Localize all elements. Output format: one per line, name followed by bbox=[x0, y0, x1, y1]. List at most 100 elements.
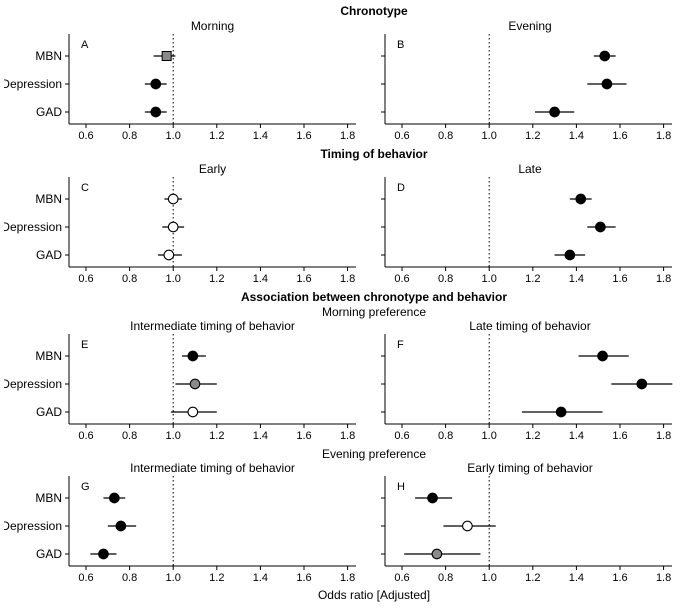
x-tick-label: 1.4 bbox=[253, 430, 268, 442]
x-tick-label: 0.8 bbox=[438, 572, 453, 584]
circle-marker bbox=[564, 249, 576, 261]
panel-titles: Morning Evening bbox=[4, 19, 694, 34]
x-tick-label: 1.6 bbox=[612, 430, 627, 442]
circle-marker bbox=[167, 221, 179, 233]
x-tick-label: 1.8 bbox=[656, 572, 671, 584]
circle-marker bbox=[636, 378, 648, 390]
circle-marker bbox=[187, 406, 199, 418]
circle-marker bbox=[601, 78, 613, 90]
circle-marker bbox=[150, 78, 162, 90]
panel-letter: D bbox=[397, 182, 405, 194]
x-tick-label: 0.8 bbox=[122, 130, 137, 142]
x-tick-label: 1.0 bbox=[166, 273, 181, 285]
x-tick-label: 1.4 bbox=[569, 273, 584, 285]
y-category-label: MBN bbox=[35, 349, 62, 363]
panels: 0.6 0.8 1.0 1.2 1.4 1.6 1.8 MBN Depression GAD E 0… bbox=[4, 334, 698, 442]
x-tick-label: 1.6 bbox=[296, 430, 311, 442]
group-title-timing: Timing of behavior bbox=[320, 147, 428, 161]
panel-h-plot: 0.6 0.8 1.0 1.2 1.4 1.6 1.8 H bbox=[381, 476, 672, 584]
panel-titles: Early Late bbox=[4, 162, 694, 177]
y-category-label: GAD bbox=[36, 248, 62, 262]
x-tick-label: 1.8 bbox=[656, 130, 671, 142]
circle-marker bbox=[187, 350, 199, 362]
x-tick-label: 1.4 bbox=[569, 130, 584, 142]
x-tick-label: 1.6 bbox=[612, 572, 627, 584]
circle-marker bbox=[98, 548, 109, 560]
square-marker bbox=[161, 51, 172, 61]
x-tick-label: 1.8 bbox=[656, 430, 671, 442]
panels: 0.6 0.8 1.0 1.2 1.4 1.6 1.8 MBN Depression GAD G 0… bbox=[4, 476, 698, 584]
panel-title-b: Evening bbox=[508, 19, 552, 33]
x-tick-label: 0.8 bbox=[122, 273, 137, 285]
panel-title-d: Late bbox=[518, 162, 542, 176]
x-axis-label: Odds ratio [Adjusted] bbox=[317, 588, 431, 602]
circle-marker bbox=[167, 193, 179, 205]
x-tick-label: 0.8 bbox=[122, 572, 137, 584]
circle-marker bbox=[549, 106, 560, 118]
x-tick-label: 1.2 bbox=[525, 273, 540, 285]
group-title-chronotype: Chronotype bbox=[340, 4, 408, 18]
panel-letter: C bbox=[81, 182, 89, 194]
panel-c-plot: 0.6 0.8 1.0 1.2 1.4 1.6 1.8 MBN Depression GAD C bbox=[4, 177, 356, 285]
x-tick-label: 1.0 bbox=[482, 273, 497, 285]
x-tick-label: 0.6 bbox=[78, 572, 93, 584]
panels: 0.6 0.8 1.0 1.2 1.4 1.6 1.8 MBN Depression GAD A 0… bbox=[4, 34, 698, 142]
x-tick-label: 1.0 bbox=[166, 130, 181, 142]
x-tick-label: 0.6 bbox=[394, 572, 409, 584]
x-tick-label: 1.4 bbox=[569, 572, 584, 584]
group-title-association: Association between chronotype and behav… bbox=[240, 290, 508, 304]
x-tick-label: 1.2 bbox=[525, 130, 540, 142]
x-tick-label: 1.0 bbox=[482, 130, 497, 142]
panel-e-plot: 0.6 0.8 1.0 1.2 1.4 1.6 1.8 MBN Depression GAD E bbox=[4, 334, 356, 442]
x-tick-label: 1.4 bbox=[253, 273, 268, 285]
panels: 0.6 0.8 1.0 1.2 1.4 1.6 1.8 MBN Depression GAD C 0… bbox=[4, 177, 698, 285]
x-tick-label: 1.2 bbox=[209, 430, 224, 442]
panel-letter: H bbox=[397, 481, 405, 493]
circle-marker bbox=[431, 548, 443, 560]
circle-marker bbox=[150, 106, 162, 118]
circle-marker bbox=[115, 520, 127, 532]
panel-letter: F bbox=[397, 339, 404, 351]
subtitle-evening-preference: Evening preference bbox=[321, 447, 427, 461]
x-tick-label: 1.0 bbox=[166, 430, 181, 442]
panel-a-plot: 0.6 0.8 1.0 1.2 1.4 1.6 1.8 MBN Depression GAD A bbox=[4, 34, 356, 142]
y-category-label: Depression bbox=[4, 77, 62, 91]
x-tick-label: 1.8 bbox=[340, 572, 355, 584]
y-category-label: GAD bbox=[36, 405, 62, 419]
x-tick-label: 0.8 bbox=[122, 430, 137, 442]
panel-title-e: Intermediate timing of behavior bbox=[130, 319, 295, 333]
panel-g-plot: 0.6 0.8 1.0 1.2 1.4 1.6 1.8 MBN Depression GAD G bbox=[4, 476, 356, 584]
panel-b-plot: 0.6 0.8 1.0 1.2 1.4 1.6 1.8 B bbox=[381, 34, 672, 142]
panel-titles: Intermediate timing of behavior Late tim… bbox=[4, 319, 694, 334]
panel-row-chronotype: Chronotype Morning Evening 0.6 0.8 1.0 1.2 1… bbox=[4, 4, 698, 142]
circle-marker bbox=[595, 221, 606, 233]
x-tick-label: 0.8 bbox=[438, 430, 453, 442]
circle-marker bbox=[163, 249, 175, 261]
circle-marker bbox=[189, 378, 201, 390]
x-tick-label: 1.0 bbox=[482, 572, 497, 584]
x-tick-label: 1.0 bbox=[166, 572, 181, 584]
x-tick-label: 0.6 bbox=[78, 273, 93, 285]
x-tick-label: 1.4 bbox=[253, 572, 268, 584]
x-tick-label: 1.6 bbox=[612, 273, 627, 285]
panel-letter: B bbox=[397, 39, 404, 51]
panel-title-f: Late timing of behavior bbox=[469, 319, 591, 333]
x-tick-label: 1.8 bbox=[340, 430, 355, 442]
y-category-label: Depression bbox=[4, 220, 62, 234]
y-category-label: MBN bbox=[35, 192, 62, 206]
y-category-label: GAD bbox=[36, 105, 62, 119]
x-tick-label: 1.0 bbox=[482, 430, 497, 442]
panel-title-c: Early bbox=[198, 162, 227, 176]
circle-marker bbox=[597, 350, 608, 362]
x-tick-label: 1.8 bbox=[656, 273, 671, 285]
x-tick-label: 0.6 bbox=[394, 130, 409, 142]
x-tick-label: 0.6 bbox=[78, 430, 93, 442]
circle-marker bbox=[599, 50, 611, 62]
panel-titles: Intermediate timing of behavior Early ti… bbox=[4, 461, 694, 476]
y-category-label: Depression bbox=[4, 377, 62, 391]
panel-row-timing: Timing of behavior Early Late 0.6 0.8 1.0 1… bbox=[4, 147, 698, 285]
circle-marker bbox=[108, 492, 120, 504]
panel-letter: A bbox=[81, 39, 89, 51]
x-tick-label: 1.2 bbox=[525, 572, 540, 584]
